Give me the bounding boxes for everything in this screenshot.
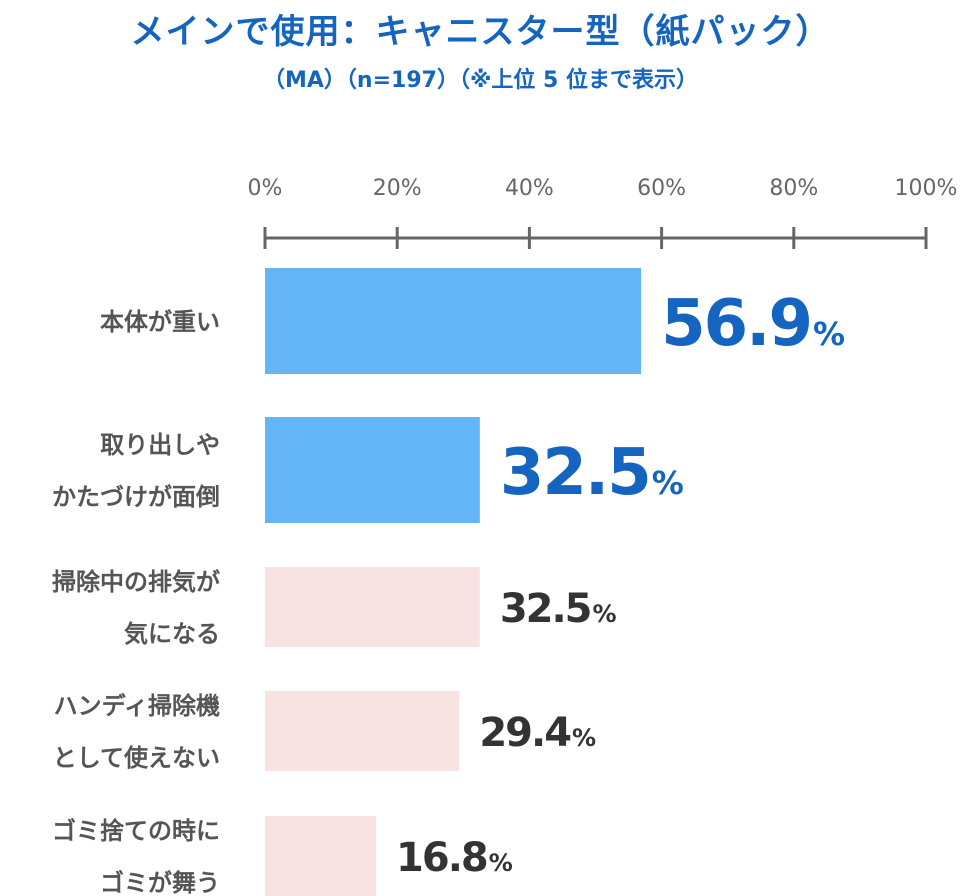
x-tick-label: 40% [505,176,554,201]
bar-3 [265,567,480,647]
bar-2 [265,417,480,523]
x-tick-label: 20% [373,176,422,201]
value-label: 32.5% [500,586,617,632]
x-tick-label: 0% [248,176,283,201]
chart-title: メインで使用：キャニスター型（紙パック） [130,12,831,52]
category-label: 本体が重い [100,308,220,336]
bar-5 [265,816,377,896]
category-label: 取り出しや [100,431,220,459]
value-label: 29.4% [479,710,596,756]
chart-subtitle: （MA）（n=197）（※上位 5 位まで表示） [263,68,698,93]
category-label: として使えない [53,744,220,772]
category-label: ゴミ捨ての時に [52,817,220,845]
category-label: 気になる [124,620,220,648]
bar-1 [265,268,642,374]
bar-4 [265,691,460,771]
value-label: 16.8% [396,835,513,881]
category-label: かたづけが面倒 [52,483,220,511]
value-label: 32.5% [500,436,684,510]
category-label: ハンディ掃除機 [54,692,220,720]
value-label: 56.9% [661,287,845,361]
x-tick-label: 100% [895,176,958,201]
category-label: ゴミが舞う [100,869,220,896]
x-tick-label: 80% [769,176,818,201]
category-label: 掃除中の排気が [52,568,220,596]
x-tick-label: 60% [637,176,686,201]
